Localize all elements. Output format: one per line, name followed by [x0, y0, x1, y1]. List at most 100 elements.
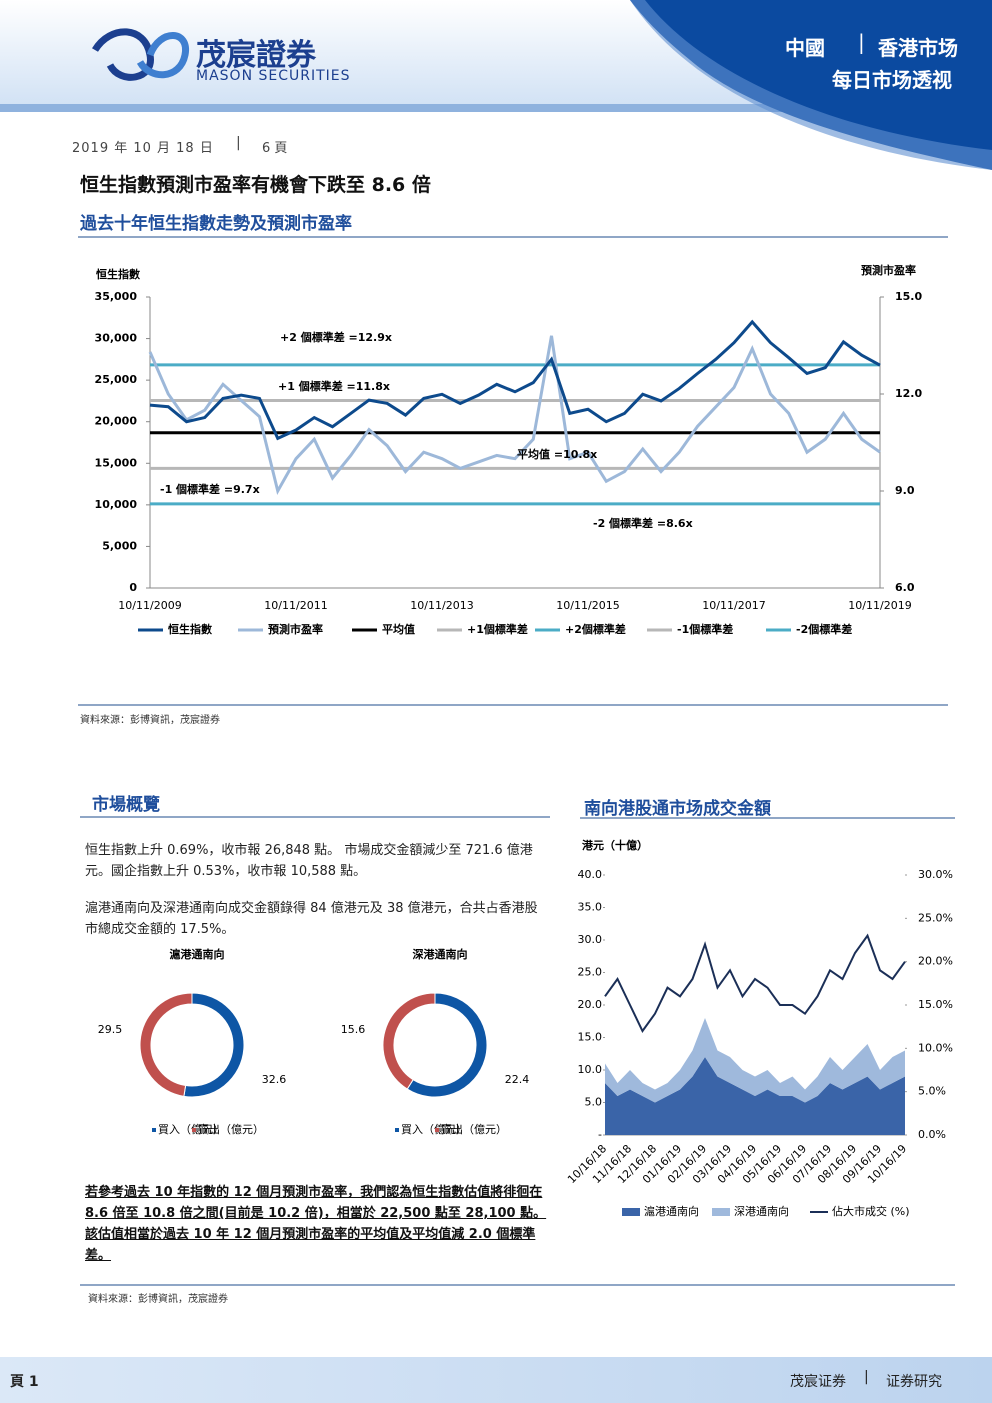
- series-line: [149, 319, 881, 441]
- logo-en: MASON SECURITIES: [196, 68, 351, 84]
- region: 中國: [785, 36, 825, 60]
- legend-label: 賣出（億元）: [198, 1122, 264, 1136]
- y-axis-label: 恒生指數: [96, 267, 140, 281]
- annotation: 平均值 =10.8x: [517, 447, 597, 461]
- y2-tick-label: 20.0%: [918, 955, 953, 968]
- y-tick-label: 35.0: [578, 901, 603, 914]
- y-tick-label: 10,000: [95, 498, 138, 511]
- annotation: -2 個標準差 =8.6x: [593, 516, 693, 530]
- legend-label: 滬港通南向: [644, 1204, 699, 1218]
- annotation: -1 個標準差 =9.7x: [160, 482, 260, 496]
- legend-label: 賣出（億元）: [441, 1122, 507, 1136]
- legend-label: +1個標準差: [467, 622, 528, 636]
- y-tick-label: 40.0: [578, 868, 603, 881]
- logo-cn: 茂宸證券: [196, 38, 316, 73]
- y-tick-label: 35,000: [95, 290, 138, 303]
- annotation: +2 個標準差 =12.9x: [280, 330, 392, 344]
- donut-slice: [406, 992, 488, 1098]
- annotation: +1 個標準差 =11.8x: [278, 379, 390, 393]
- y2-tick-label: 5.0%: [918, 1085, 946, 1098]
- series-line: [148, 335, 881, 496]
- legend-swatch: [435, 1128, 439, 1132]
- header-swoosh: [630, 0, 992, 170]
- paragraph: 滬港通南向及深港通南向成交金額錄得 84 億港元及 38 億港元，合共占香港股市…: [85, 901, 538, 937]
- footer-band: [0, 1357, 992, 1403]
- donut-slice: [183, 992, 245, 1098]
- legend-label: 預測市盈率: [268, 622, 323, 636]
- source: 資料來源：彭博資訊，茂宸證券: [88, 1294, 228, 1305]
- legend-swatch: [712, 1208, 730, 1216]
- report-name: 每日市场透视: [832, 68, 952, 92]
- divider: |: [864, 1369, 869, 1385]
- legend-label: 買入（億元）: [158, 1123, 224, 1136]
- y-tick-label: 25,000: [95, 373, 138, 386]
- legend-label: 佔大市成交 (%): [832, 1204, 910, 1218]
- section-title: 過去十年恒生指數走勢及預測市盈率: [80, 214, 352, 234]
- conclusion: 若參考過去 10 年指數的 12 個月預測市盈率，我們認為恒生指數估值將徘徊在 …: [85, 1185, 547, 1263]
- divider: |: [236, 135, 241, 151]
- series-area: [605, 1018, 905, 1103]
- y-axis-label: 港元（十億）: [582, 838, 648, 852]
- legend-label: 買入（億元）: [401, 1123, 467, 1136]
- y2-tick-label: 25.0%: [918, 911, 953, 924]
- y-tick-label: 5.0: [585, 1096, 603, 1109]
- legend-label: 恒生指數: [168, 622, 212, 636]
- y-tick-label: 30,000: [95, 332, 138, 345]
- chart-title: 滬港通南向: [170, 947, 225, 961]
- legend-swatch: [152, 1128, 156, 1132]
- donut-slice: [382, 992, 436, 1090]
- y-tick-label: -: [598, 1128, 602, 1141]
- x-tick-label: 10/11/2015: [556, 599, 619, 612]
- x-tick-label: 10/11/2013: [410, 599, 473, 612]
- x-tick-label: 10/11/2019: [848, 599, 911, 612]
- header-swoosh-light: [630, 0, 992, 170]
- date: 2019 年 10 月 18 日: [72, 141, 214, 156]
- x-tick-label: 10/11/2017: [702, 599, 765, 612]
- y-tick-label: 30.0: [578, 933, 603, 946]
- y-tick-label: 20,000: [95, 415, 138, 428]
- legend-label: +2個標準差: [565, 622, 626, 636]
- series-line: [604, 933, 906, 1033]
- legend-label: 平均值: [382, 622, 415, 636]
- source: 資料來源：彭博資訊，茂宸證券: [80, 715, 220, 726]
- y-tick-label: 25.0: [578, 966, 603, 979]
- title: 恒生指數預測市盈率有機會下跌至 8.6 倍: [80, 174, 431, 196]
- value-label: 29.5: [98, 1023, 123, 1036]
- footer-brand: 茂宸证券: [790, 1374, 846, 1390]
- pages: 6 頁: [262, 141, 288, 156]
- legend-swatch: [622, 1208, 640, 1216]
- x-tick-label: 10/11/2009: [118, 599, 181, 612]
- page-number: 頁 1: [10, 1374, 39, 1390]
- divider: |: [858, 30, 865, 54]
- y2-tick-label: 9.0: [895, 484, 915, 497]
- y2-tick-label: 15.0: [895, 290, 922, 303]
- value-label: 32.6: [262, 1073, 287, 1086]
- y-tick-label: 5,000: [102, 539, 137, 552]
- y-tick-label: 20.0: [578, 998, 603, 1011]
- value-label: 15.6: [341, 1023, 366, 1036]
- value-label: 22.4: [505, 1073, 530, 1086]
- y2-tick-label: 30.0%: [918, 868, 953, 881]
- legend-swatch: [395, 1128, 399, 1132]
- logo-mark: [92, 28, 189, 81]
- y2-tick-label: 0.0%: [918, 1128, 946, 1141]
- legend-label: 深港通南向: [734, 1204, 789, 1218]
- y-tick-label: 15,000: [95, 456, 138, 469]
- paragraph: 恒生指數上升 0.69%，收市報 26,848 點。 市場成交金額減少至 721…: [85, 843, 533, 879]
- section-title: 市場概覽: [92, 795, 160, 815]
- x-tick-label: 10/11/2011: [264, 599, 327, 612]
- donut-slice: [139, 992, 193, 1097]
- y2-tick-label: 12.0: [895, 387, 922, 400]
- section-title: 南向港股通市场成交金額: [584, 799, 771, 819]
- y2-axis-label: 預測市盈率: [861, 263, 916, 277]
- y-tick-label: 15.0: [578, 1031, 603, 1044]
- market: 香港市场: [878, 36, 958, 60]
- y2-tick-label: 6.0: [895, 581, 915, 594]
- y-tick-label: 10.0: [578, 1063, 603, 1076]
- chart-title: 深港通南向: [413, 947, 468, 961]
- y2-tick-label: 10.0%: [918, 1041, 953, 1054]
- y-tick-label: 0: [129, 581, 137, 594]
- legend-label: -2個標準差: [796, 622, 852, 636]
- y2-tick-label: 15.0%: [918, 998, 953, 1011]
